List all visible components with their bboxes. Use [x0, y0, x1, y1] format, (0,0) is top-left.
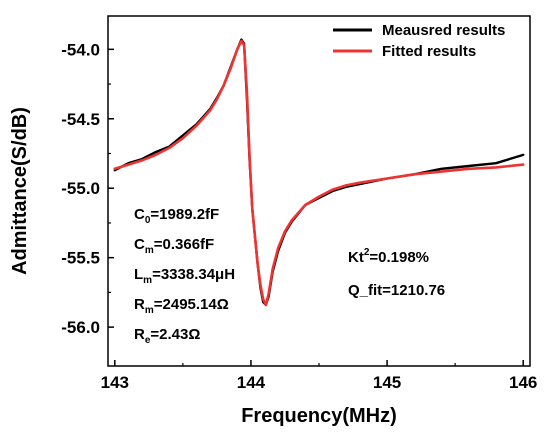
rm-annotation: Rm=2495.14Ω [134, 296, 229, 316]
axes-layer: 143 144 145 146 -54.0 -54.5 -55.0 -55.5 -56.0 Fre… [9, 15, 537, 427]
annotation-layer: C0=1989.2fF Cm=0.366fF Lm=3338.34μH Rm=2495… [134, 206, 445, 346]
x-tick-label: 146 [509, 373, 537, 392]
cm-annotation: Cm=0.366fF [134, 236, 214, 256]
c0-annotation: C0=1989.2fF [134, 206, 219, 226]
legend-label-measured: Meausred results [382, 22, 505, 39]
legend: Meausred results Fitted results [333, 22, 505, 60]
x-axis-title: Frequency(MHz) [241, 405, 397, 427]
kt2-annotation: Kt2=0.198% [348, 247, 429, 266]
plot-frame [107, 15, 531, 367]
fitted-series-line [113, 39, 525, 307]
plot-layer [113, 38, 525, 307]
x-tick-label: 145 [373, 373, 401, 392]
y-tick-label: -56.0 [61, 318, 100, 337]
y-axis-title: Admittance(S/dB) [9, 107, 31, 275]
y-tick-label: -54.5 [61, 110, 100, 129]
y-tick-label: -54.0 [61, 40, 100, 59]
legend-label-fitted: Fitted results [382, 43, 476, 60]
re-annotation: Re=2.43Ω [134, 326, 200, 346]
y-tick-label: -55.5 [61, 249, 100, 268]
q-fit-annotation: Q_fit=1210.76 [348, 282, 445, 299]
x-tick-label: 143 [101, 373, 129, 392]
x-tick-label: 144 [237, 373, 266, 392]
y-tick-label: -55.0 [61, 179, 100, 198]
lm-annotation: Lm=3338.34μH [134, 266, 235, 286]
